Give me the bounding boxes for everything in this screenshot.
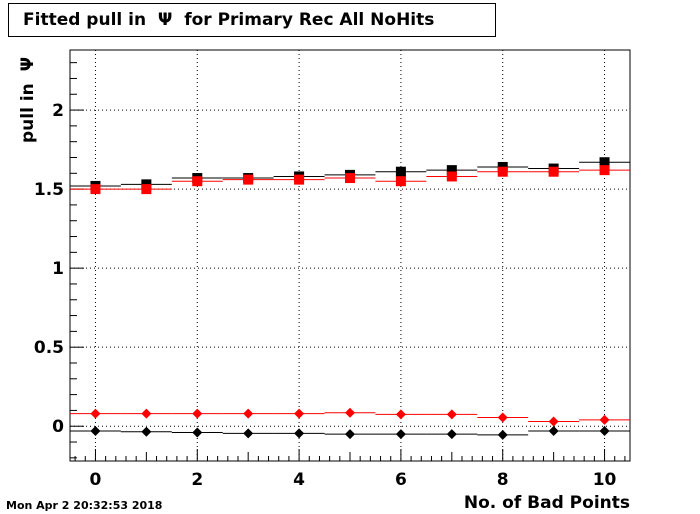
data-point-diamond (141, 408, 152, 419)
x-tick-label: 10 (593, 470, 617, 490)
data-point-square (192, 176, 203, 187)
x-tick-label: 0 (90, 470, 102, 490)
x-tick-label: 8 (497, 470, 509, 490)
data-point-diamond (395, 429, 406, 440)
data-point-diamond (243, 408, 254, 419)
data-point-diamond (548, 416, 559, 427)
timestamp: Mon Apr 2 20:32:53 2018 (6, 499, 163, 512)
data-point-diamond (294, 428, 305, 439)
data-point-square (395, 176, 406, 187)
data-point-diamond (497, 429, 508, 440)
data-point-diamond (243, 428, 254, 439)
data-point-diamond (599, 425, 610, 436)
data-point-square (497, 166, 508, 177)
data-point-square (345, 173, 355, 184)
data-point-square (446, 165, 457, 176)
data-point-square (90, 184, 101, 195)
data-point-diamond (395, 409, 406, 420)
data-point-diamond (90, 408, 101, 419)
x-tick-label: 2 (191, 470, 203, 490)
x-tick-label: 6 (395, 470, 407, 490)
x-tick-label: 4 (293, 470, 305, 490)
data-point-diamond (192, 427, 203, 438)
data-point-diamond (345, 407, 355, 418)
data-point-square (548, 166, 559, 177)
y-tick-label: 1 (52, 259, 64, 279)
y-tick-label: 0 (52, 417, 64, 437)
data-point-square (599, 157, 610, 168)
data-point-diamond (446, 409, 457, 420)
chart-title: Fitted pull in Ψ for Primary Rec All NoH… (8, 3, 496, 37)
data-point-square (395, 166, 406, 177)
data-point-square (294, 174, 305, 185)
plot-frame (69, 49, 631, 462)
x-axis-label: No. of Bad Points (463, 493, 630, 513)
data-point-diamond (294, 408, 305, 419)
y-tick-label: 0.5 (34, 338, 64, 358)
data-point-diamond (192, 408, 203, 419)
data-point-diamond (548, 425, 559, 436)
data-point-diamond (599, 414, 610, 425)
data-point-square (599, 165, 610, 176)
data-point-square (446, 171, 457, 182)
y-tick-label: 2 (52, 101, 64, 121)
data-point-diamond (141, 426, 152, 437)
data-point-square (141, 184, 152, 195)
data-point-diamond (497, 412, 508, 423)
data-point-diamond (90, 425, 101, 436)
y-tick-label: 1.5 (34, 180, 64, 200)
data-point-diamond (345, 429, 355, 440)
data-point-square (243, 174, 254, 185)
data-point-diamond (446, 429, 457, 440)
